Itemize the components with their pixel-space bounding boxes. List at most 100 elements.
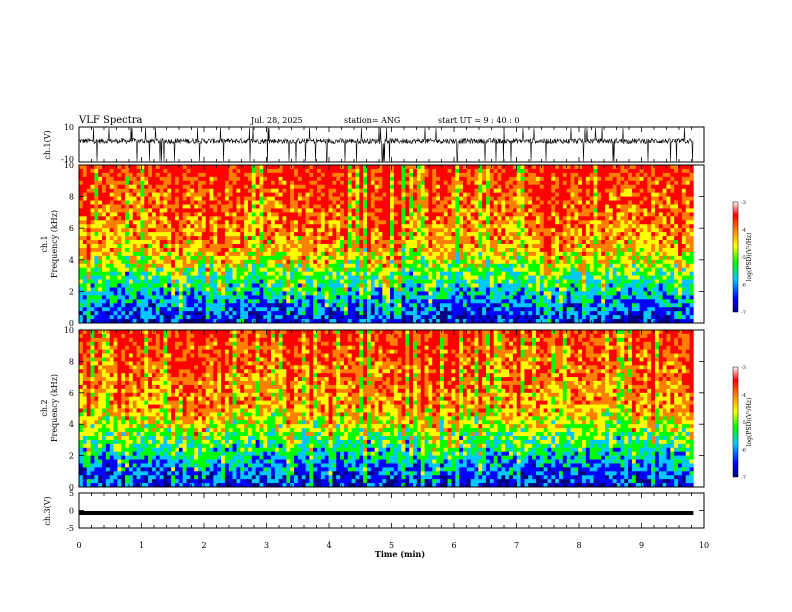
spectrogram-cell [247, 236, 253, 241]
spectrogram-cell [167, 247, 172, 253]
spectrogram-cell [151, 176, 157, 182]
spectrogram-cell [397, 287, 402, 292]
spectrogram-cell [409, 184, 414, 189]
spectrogram-cell [489, 204, 494, 209]
spectrogram-cell [424, 267, 429, 272]
spectrogram-cell [132, 275, 137, 280]
spectrogram-cell [148, 228, 153, 233]
spectrogram-cell [90, 232, 95, 237]
spectrogram-cell [240, 200, 245, 205]
spectrogram-cell [516, 267, 521, 272]
spectrogram-cell [251, 283, 256, 288]
spectrogram-cell [493, 255, 498, 261]
spectrogram-cell [462, 244, 468, 249]
spectrogram-cell [175, 263, 180, 268]
spectrogram-cell [512, 291, 518, 296]
spectrogram-cell [113, 228, 118, 233]
spectrogram-cell [148, 165, 153, 170]
spectrogram-cell [167, 232, 172, 237]
spectrogram-cell [478, 232, 483, 237]
spectrogram-cell [363, 208, 368, 213]
spectrogram-cell [340, 299, 345, 304]
spectrogram-cell [294, 275, 299, 280]
spectrogram-cell [466, 236, 471, 241]
spectrogram-cell [482, 275, 487, 280]
spectrogram-cell [451, 244, 456, 249]
spectrogram-cell [432, 303, 437, 308]
spectrogram-cell [294, 307, 299, 312]
spectrogram-cell [186, 283, 191, 288]
spectrogram-cell [140, 319, 145, 324]
spectrogram-cell [328, 236, 333, 241]
spectrogram-cell [236, 315, 241, 320]
spectrogram-cell [313, 255, 318, 261]
spectrogram-cell [297, 172, 303, 178]
spectrogram-cell [167, 275, 172, 280]
spectrogram-cell [489, 240, 494, 245]
spectrogram-cell [397, 180, 402, 186]
spectrogram-cell [447, 212, 452, 217]
spectrogram-cell [259, 247, 264, 253]
spectrogram-cell [328, 311, 333, 316]
spectrogram-cell [313, 165, 318, 170]
spectrogram-cell [278, 247, 283, 253]
spectrogram-cell [332, 259, 337, 265]
spectrogram-cell [294, 247, 299, 253]
spectrogram-cell [221, 180, 226, 186]
spectrogram-cell [282, 168, 287, 174]
spectrogram-cell [86, 204, 91, 209]
spectrogram-cell [201, 224, 207, 229]
spectrogram-cell [509, 240, 514, 245]
spectrogram-cell [297, 165, 303, 170]
spectrogram-cell [290, 192, 295, 197]
spectrogram-cell [151, 184, 157, 189]
spectrogram-cell [259, 315, 264, 320]
spectrogram-cell [420, 247, 425, 253]
spectrogram-cell [393, 188, 399, 193]
spectrogram-cell [324, 200, 329, 205]
spectrogram-cell [320, 232, 326, 237]
spectrogram-cell [478, 255, 483, 261]
spectrogram-cell [455, 244, 460, 249]
spectrogram-cell [382, 263, 387, 268]
spectrogram-cell [317, 247, 322, 253]
spectrogram-cell [79, 172, 84, 178]
spectrogram-cell [374, 188, 379, 193]
spectrogram-cell [244, 311, 249, 316]
spectrogram-cell [144, 200, 149, 205]
spectrogram-cell [516, 247, 521, 253]
spectrogram-cell [313, 224, 318, 229]
spectrogram-cell [278, 208, 283, 213]
spectrogram-cell [175, 220, 180, 225]
spectrogram-cell [105, 224, 111, 229]
spectrogram-cell [232, 224, 237, 229]
spectrogram-cell [489, 208, 494, 213]
spectrogram-cell [313, 287, 318, 292]
spectrogram-cell [432, 168, 437, 174]
spectrogram-cell [98, 192, 103, 197]
spectrogram-cell [294, 165, 299, 170]
spectrogram-cell [209, 267, 214, 272]
spectrogram-cell [493, 279, 498, 284]
spectrogram-cell [528, 283, 533, 288]
spectrogram-cell [324, 287, 329, 292]
spectrogram-cell [190, 255, 195, 261]
spectrogram-cell [378, 244, 383, 249]
spectrogram-cell [524, 315, 529, 320]
spectrogram-cell [340, 311, 345, 316]
spectrogram-cell [140, 176, 145, 182]
spectrogram-cell [221, 255, 226, 261]
spectrogram-cell [90, 251, 95, 257]
spectrogram-cell [470, 240, 475, 245]
spectrogram-cell [313, 319, 318, 324]
spectrogram-cell [213, 251, 218, 257]
spectrogram-cell [393, 184, 399, 189]
spectrogram-cell [366, 247, 372, 253]
spectrogram-cell [505, 263, 510, 268]
spectrogram-cell [466, 291, 471, 296]
spectrogram-cell [509, 176, 514, 182]
spectrogram-cell [336, 251, 341, 257]
spectrogram-cell [539, 251, 544, 257]
spectrogram-cell [343, 168, 349, 174]
spectrogram-cell [270, 228, 276, 233]
